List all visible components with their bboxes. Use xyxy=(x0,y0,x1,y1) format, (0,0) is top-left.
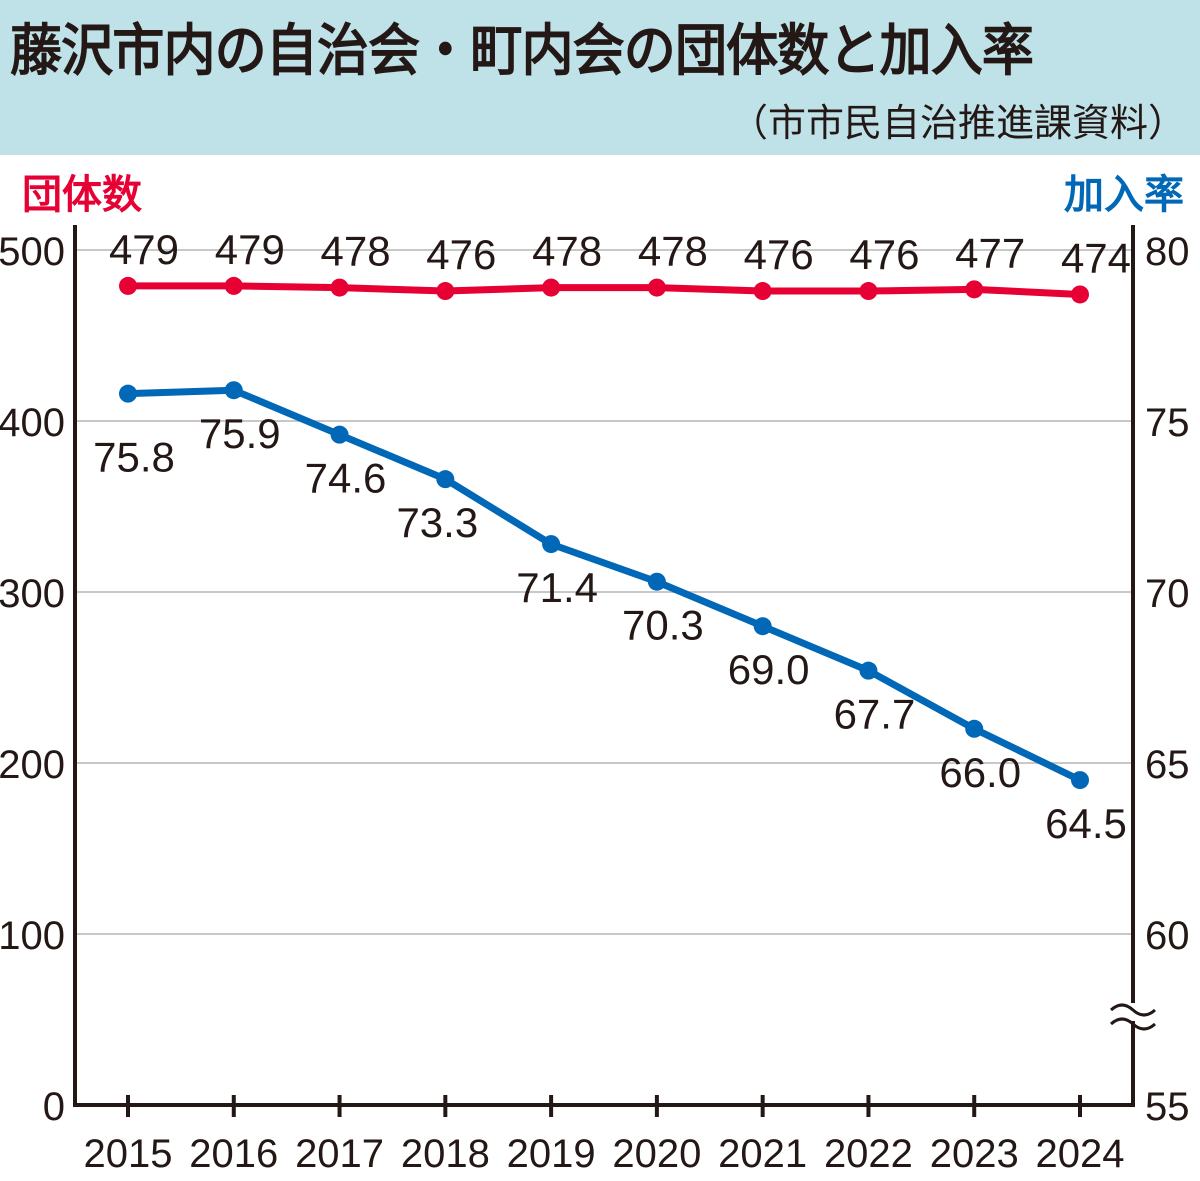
x-tick-label: 2015 xyxy=(84,1132,173,1176)
data-point xyxy=(965,280,984,299)
right-tick-label: 60 xyxy=(1145,914,1190,958)
right-axis-label: 加入率 xyxy=(1064,172,1184,218)
data-label: 75.9 xyxy=(199,410,281,457)
data-label: 479 xyxy=(215,226,285,273)
data-point xyxy=(119,384,137,403)
data-label: 66.0 xyxy=(939,749,1021,796)
data-point xyxy=(542,278,561,297)
left-axis-label: 団体数 xyxy=(22,172,142,218)
data-point xyxy=(647,572,666,591)
x-tick-label: 2020 xyxy=(612,1132,701,1176)
x-tick-label: 2022 xyxy=(824,1132,913,1176)
x-tick-label: 2018 xyxy=(401,1132,490,1176)
data-label: 69.0 xyxy=(728,646,810,693)
data-label: 478 xyxy=(321,228,391,275)
right-tick-label: 75 xyxy=(1145,401,1190,445)
data-point xyxy=(119,276,137,295)
data-label: 479 xyxy=(109,226,179,273)
data-label: 476 xyxy=(426,231,496,278)
data-point xyxy=(753,617,772,636)
data-label: 74.6 xyxy=(305,455,387,502)
left-tick-label: 0 xyxy=(43,1085,65,1129)
data-label: 67.7 xyxy=(834,691,916,738)
data-label: 478 xyxy=(638,228,708,275)
left-tick-label: 200 xyxy=(0,743,65,787)
axis-break-icon xyxy=(1109,1003,1157,1017)
chart-title: 藤沢市内の自治会・町内会の団体数と加入率 xyxy=(10,19,1034,84)
data-label: 476 xyxy=(849,231,919,278)
data-label: 477 xyxy=(955,229,1025,276)
x-tick-label: 2019 xyxy=(507,1132,596,1176)
data-point xyxy=(542,535,561,554)
data-point xyxy=(436,282,455,301)
right-tick-label: 80 xyxy=(1145,230,1190,274)
axis-break-icon xyxy=(1109,1017,1157,1031)
data-label: 75.8 xyxy=(93,434,175,481)
title-banner: 藤沢市内の自治会・町内会の団体数と加入率 （市市民自治推進課資料） xyxy=(0,0,1200,155)
data-point xyxy=(224,381,243,400)
data-point xyxy=(1071,285,1089,304)
data-point xyxy=(965,719,984,738)
chart-source: （市市民自治推進課資料） xyxy=(729,101,1186,145)
left-tick-label: 300 xyxy=(0,572,65,616)
x-tick-label: 2021 xyxy=(718,1132,807,1176)
data-label: 73.3 xyxy=(396,499,478,546)
data-point xyxy=(647,278,666,297)
data-point xyxy=(1071,771,1089,790)
data-point xyxy=(859,282,878,301)
x-tick-label: 2023 xyxy=(930,1132,1019,1176)
left-tick-label: 100 xyxy=(0,914,65,958)
data-point xyxy=(330,278,349,297)
data-label: 476 xyxy=(744,231,814,278)
left-tick-label: 500 xyxy=(0,230,65,274)
data-label: 478 xyxy=(532,228,602,275)
data-point xyxy=(436,470,455,489)
left-tick-label: 400 xyxy=(0,401,65,445)
data-point xyxy=(859,661,878,680)
data-label: 70.3 xyxy=(622,602,704,649)
series-line-0 xyxy=(128,282,1081,298)
data-point xyxy=(753,282,772,301)
series-line-1 xyxy=(127,386,1082,784)
x-tick-label: 2024 xyxy=(1036,1132,1125,1176)
data-label: 71.4 xyxy=(516,564,598,611)
data-label: 474 xyxy=(1061,234,1131,281)
right-tick-label: 55 xyxy=(1145,1085,1190,1129)
right-tick-label: 70 xyxy=(1145,572,1190,616)
right-tick-label: 65 xyxy=(1145,743,1190,787)
data-point xyxy=(330,425,349,444)
data-label: 64.5 xyxy=(1045,800,1127,847)
x-tick-label: 2016 xyxy=(189,1132,278,1176)
data-point xyxy=(224,276,243,295)
x-tick-label: 2017 xyxy=(295,1132,384,1176)
